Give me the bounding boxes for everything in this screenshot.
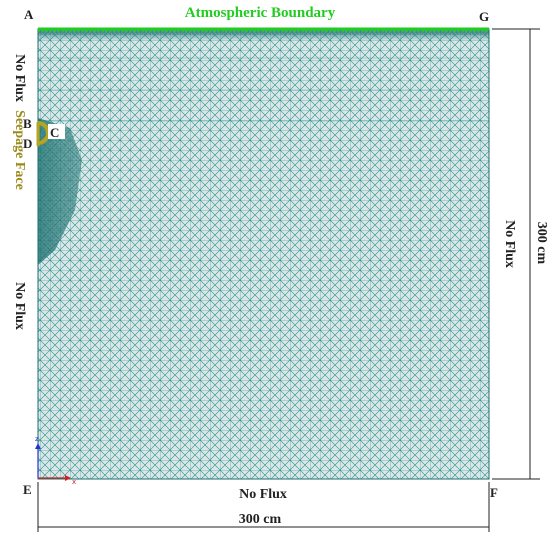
atmospheric-boundary-label: Atmospheric Boundary	[185, 5, 336, 21]
no-flux-right-label: No Flux	[502, 220, 517, 268]
no-flux-left-label: No Flux	[12, 282, 27, 330]
width-dimension	[37, 482, 490, 532]
point-d-label: D	[23, 136, 32, 151]
no-flux-bottom-label: No Flux	[239, 487, 287, 502]
point-a-label: A	[24, 7, 34, 22]
no-flux-left-top-label: No Flux	[12, 54, 27, 102]
height-dimension	[492, 28, 540, 480]
point-e-label: E	[23, 482, 32, 497]
width-dimension-label: 300 cm	[239, 512, 282, 527]
point-b-label: B	[23, 116, 32, 131]
point-g-label: G	[479, 9, 489, 24]
atmospheric-boundary	[38, 27, 489, 32]
point-c-label: C	[50, 125, 59, 140]
axis-triad-icon	[35, 443, 71, 481]
axis-z-label: z	[35, 435, 39, 443]
seepage-face-label: Seepage Face	[12, 110, 27, 190]
mesh-domain	[37, 28, 490, 480]
axis-x-label: x	[72, 478, 76, 486]
seepage-face	[36, 121, 65, 146]
height-dimension-label: 300 cm	[534, 222, 549, 265]
point-f-label: F	[490, 485, 498, 500]
